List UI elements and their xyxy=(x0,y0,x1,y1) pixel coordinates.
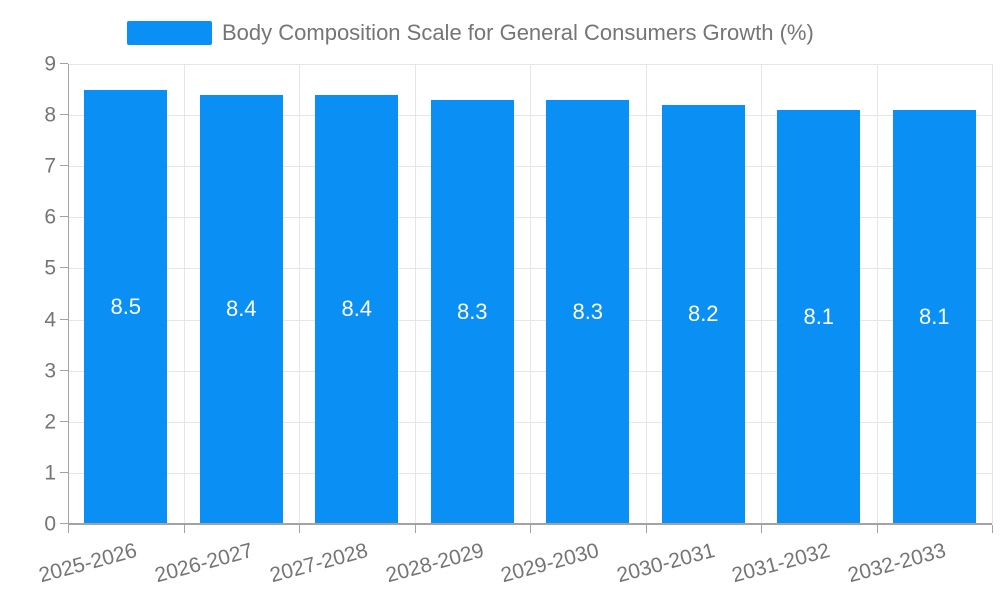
bar: 8.1 xyxy=(892,110,976,524)
bar: 8.4 xyxy=(315,94,399,524)
x-axis-label: 2032-2033 xyxy=(845,539,949,588)
x-axis-label: 2028-2029 xyxy=(383,539,487,588)
y-axis-tick xyxy=(60,471,68,473)
y-axis-tick xyxy=(60,63,68,64)
bar: 8.3 xyxy=(430,99,514,524)
legend-swatch-icon xyxy=(127,21,212,45)
gridline-vertical xyxy=(183,64,185,524)
bar-value-label: 8.3 xyxy=(572,298,604,324)
bar-value-label: 8.4 xyxy=(225,296,257,322)
y-axis-tick xyxy=(60,165,68,167)
x-axis-tick xyxy=(299,525,300,533)
y-axis-tick-label: 8 xyxy=(44,103,56,127)
x-axis-label: 2030-2031 xyxy=(614,539,718,588)
y-axis-tick xyxy=(60,420,68,422)
x-axis-tick xyxy=(761,525,762,533)
gridline-vertical xyxy=(761,64,762,524)
y-axis-tick-label: 4 xyxy=(44,308,56,332)
bar: 8.2 xyxy=(661,104,745,524)
x-axis-tick xyxy=(876,525,878,533)
bar-value-label: 8.5 xyxy=(110,293,142,319)
x-axis-line xyxy=(68,523,992,525)
y-axis-tick-label: 7 xyxy=(44,154,56,178)
y-axis-line xyxy=(68,64,69,524)
y-axis-tick-label: 9 xyxy=(44,52,56,76)
legend-label: Body Composition Scale for General Consu… xyxy=(222,20,814,45)
y-axis-tick-label: 6 xyxy=(44,205,56,229)
y-axis-tick xyxy=(60,114,68,116)
bar: 8.1 xyxy=(777,110,861,524)
x-axis-tick xyxy=(645,525,647,533)
bar-value-label: 8.3 xyxy=(456,298,488,324)
y-axis-tick-label: 5 xyxy=(44,256,56,280)
x-axis-tick xyxy=(992,525,993,533)
x-axis-label: 2027-2028 xyxy=(267,539,371,588)
bar-value-label: 8.4 xyxy=(341,296,373,322)
gridline-vertical xyxy=(645,64,647,524)
x-axis-tick xyxy=(183,525,185,533)
y-axis-tick xyxy=(60,318,68,320)
y-axis-tick-label: 3 xyxy=(44,359,56,383)
y-axis-tick xyxy=(60,369,68,371)
bar: 8.5 xyxy=(84,89,168,524)
x-axis-label: 2025-2026 xyxy=(36,539,140,588)
x-axis-tick xyxy=(68,525,69,533)
y-axis-tick-label: 0 xyxy=(44,512,56,536)
y-axis-tick xyxy=(60,267,68,269)
bar: 8.4 xyxy=(199,94,283,524)
gridline-vertical xyxy=(876,64,878,524)
y-axis-tick-label: 2 xyxy=(44,410,56,434)
x-axis-label: 2031-2032 xyxy=(729,539,833,588)
x-axis-tick xyxy=(414,525,416,533)
y-axis-tick xyxy=(60,523,68,524)
chart-legend[interactable]: Body Composition Scale for General Consu… xyxy=(127,20,814,46)
bar-value-label: 8.2 xyxy=(687,301,719,327)
x-axis-label: 2029-2030 xyxy=(498,539,602,588)
x-axis-tick xyxy=(530,525,531,533)
gridline-vertical xyxy=(530,64,531,524)
gridline-vertical xyxy=(414,64,416,524)
bar-value-label: 8.1 xyxy=(918,304,950,329)
y-axis-tick xyxy=(60,216,68,218)
gridline-vertical xyxy=(992,64,993,524)
bar-value-label: 8.1 xyxy=(803,304,835,329)
bar: 8.3 xyxy=(546,99,630,524)
gridline-vertical xyxy=(299,64,300,524)
y-axis-tick-label: 1 xyxy=(44,461,56,485)
x-axis-label: 2026-2027 xyxy=(152,539,256,588)
